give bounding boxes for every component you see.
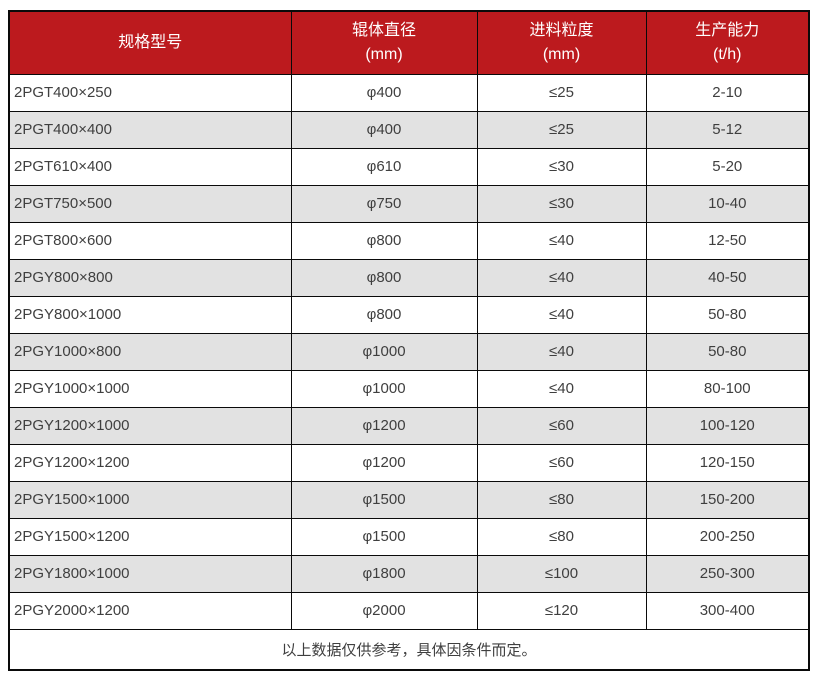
table-row: 2PGT400×400 φ400 ≤25 5-12 <box>8 110 810 149</box>
table-row: 2PGY1800×1000 φ1800 ≤100 250-300 <box>8 554 810 593</box>
cell-capacity: 300-400 <box>645 591 810 630</box>
col-header-feed-size-label: 进料粒度 <box>529 21 594 39</box>
cell-feed-size: ≤60 <box>476 406 647 445</box>
cell-capacity: 50-80 <box>645 295 810 334</box>
cell-model: 2PGY800×1000 <box>8 295 292 334</box>
cell-feed-size: ≤40 <box>476 369 647 408</box>
cell-model: 2PGT750×500 <box>8 184 292 223</box>
table-row: 2PGT800×600 φ800 ≤40 12-50 <box>8 221 810 260</box>
cell-capacity: 12-50 <box>645 221 810 260</box>
table-row: 2PGY1000×800 φ1000 ≤40 50-80 <box>8 332 810 371</box>
cell-model: 2PGY1000×1000 <box>8 369 292 408</box>
table-row: 2PGY1200×1200 φ1200 ≤60 120-150 <box>8 443 810 482</box>
cell-roller-diameter: φ1800 <box>290 554 478 593</box>
table-row: 2PGT400×250 φ400 ≤25 2-10 <box>8 73 810 112</box>
table-row: 2PGY1500×1000 φ1500 ≤80 150-200 <box>8 480 810 519</box>
cell-feed-size: ≤60 <box>476 443 647 482</box>
table-row: 2PGY1500×1200 φ1500 ≤80 200-250 <box>8 517 810 556</box>
table-row: 2PGY2000×1200 φ2000 ≤120 300-400 <box>8 591 810 630</box>
spec-table-header: 规格型号 辊体直径 (mm) 进料粒度 (mm) 生产能力 (t/h) <box>8 10 810 75</box>
col-header-roller-diameter-label: 辊体直径 <box>351 21 416 39</box>
cell-capacity: 10-40 <box>645 184 810 223</box>
cell-feed-size: ≤40 <box>476 332 647 371</box>
cell-roller-diameter: φ1500 <box>290 480 478 519</box>
col-header-feed-size-unit: (mm) <box>542 45 581 63</box>
col-header-roller-diameter-unit: (mm) <box>365 45 403 63</box>
table-row: 2PGY1200×1000 φ1200 ≤60 100-120 <box>8 406 810 445</box>
cell-capacity: 250-300 <box>645 554 810 593</box>
cell-roller-diameter: φ750 <box>290 184 478 223</box>
col-header-capacity-unit: (t/h) <box>713 45 742 63</box>
table-row: 2PGT750×500 φ750 ≤30 10-40 <box>8 184 810 223</box>
cell-feed-size: ≤40 <box>476 221 647 260</box>
table-row: 2PGY1000×1000 φ1000 ≤40 80-100 <box>8 369 810 408</box>
cell-capacity: 50-80 <box>645 332 810 371</box>
cell-roller-diameter: φ800 <box>290 258 478 297</box>
cell-capacity: 5-12 <box>645 110 810 149</box>
cell-capacity: 150-200 <box>645 480 810 519</box>
cell-roller-diameter: φ800 <box>290 221 478 260</box>
cell-capacity: 5-20 <box>645 147 810 186</box>
col-header-model-label: 规格型号 <box>118 33 183 51</box>
table-row: 2PGT610×400 φ610 ≤30 5-20 <box>8 147 810 186</box>
cell-capacity: 40-50 <box>645 258 810 297</box>
footnote-row: 以上数据仅供参考，具体因条件而定。 <box>8 628 810 671</box>
cell-roller-diameter: φ1000 <box>290 369 478 408</box>
cell-capacity: 100-120 <box>645 406 810 445</box>
cell-roller-diameter: φ610 <box>290 147 478 186</box>
col-header-roller-diameter: 辊体直径 (mm) <box>290 10 478 75</box>
spec-table-footer: 以上数据仅供参考，具体因条件而定。 <box>8 628 810 671</box>
table-row: 2PGY800×800 φ800 ≤40 40-50 <box>8 258 810 297</box>
cell-model: 2PGY1000×800 <box>8 332 292 371</box>
cell-model: 2PGY800×800 <box>8 258 292 297</box>
col-header-capacity-label: 生产能力 <box>695 21 760 39</box>
cell-model: 2PGY2000×1200 <box>8 591 292 630</box>
cell-model: 2PGY1500×1200 <box>8 517 292 556</box>
cell-model: 2PGY1500×1000 <box>8 480 292 519</box>
cell-roller-diameter: φ1200 <box>290 443 478 482</box>
cell-roller-diameter: φ400 <box>290 110 478 149</box>
col-header-model: 规格型号 <box>8 10 292 75</box>
cell-roller-diameter: φ1000 <box>290 332 478 371</box>
cell-feed-size: ≤80 <box>476 517 647 556</box>
cell-feed-size: ≤25 <box>476 73 647 112</box>
cell-roller-diameter: φ2000 <box>290 591 478 630</box>
cell-capacity: 200-250 <box>645 517 810 556</box>
cell-roller-diameter: φ1200 <box>290 406 478 445</box>
table-footnote: 以上数据仅供参考，具体因条件而定。 <box>8 628 810 671</box>
cell-feed-size: ≤40 <box>476 295 647 334</box>
cell-model: 2PGT400×400 <box>8 110 292 149</box>
spec-table: 规格型号 辊体直径 (mm) 进料粒度 (mm) 生产能力 (t/h) 2PGT… <box>8 10 810 671</box>
cell-model: 2PGT800×600 <box>8 221 292 260</box>
cell-roller-diameter: φ400 <box>290 73 478 112</box>
cell-model: 2PGY1200×1200 <box>8 443 292 482</box>
cell-feed-size: ≤25 <box>476 110 647 149</box>
header-row: 规格型号 辊体直径 (mm) 进料粒度 (mm) 生产能力 (t/h) <box>8 10 810 75</box>
cell-capacity: 2-10 <box>645 73 810 112</box>
cell-capacity: 80-100 <box>645 369 810 408</box>
cell-model: 2PGT400×250 <box>8 73 292 112</box>
cell-feed-size: ≤80 <box>476 480 647 519</box>
col-header-feed-size: 进料粒度 (mm) <box>476 10 647 75</box>
spec-table-body: 2PGT400×250 φ400 ≤25 2-10 2PGT400×400 φ4… <box>8 73 810 630</box>
cell-feed-size: ≤30 <box>476 184 647 223</box>
cell-roller-diameter: φ1500 <box>290 517 478 556</box>
cell-model: 2PGT610×400 <box>8 147 292 186</box>
cell-feed-size: ≤100 <box>476 554 647 593</box>
table-row: 2PGY800×1000 φ800 ≤40 50-80 <box>8 295 810 334</box>
cell-feed-size: ≤120 <box>476 591 647 630</box>
cell-feed-size: ≤30 <box>476 147 647 186</box>
col-header-capacity: 生产能力 (t/h) <box>645 10 810 75</box>
cell-feed-size: ≤40 <box>476 258 647 297</box>
cell-roller-diameter: φ800 <box>290 295 478 334</box>
cell-model: 2PGY1800×1000 <box>8 554 292 593</box>
cell-capacity: 120-150 <box>645 443 810 482</box>
cell-model: 2PGY1200×1000 <box>8 406 292 445</box>
